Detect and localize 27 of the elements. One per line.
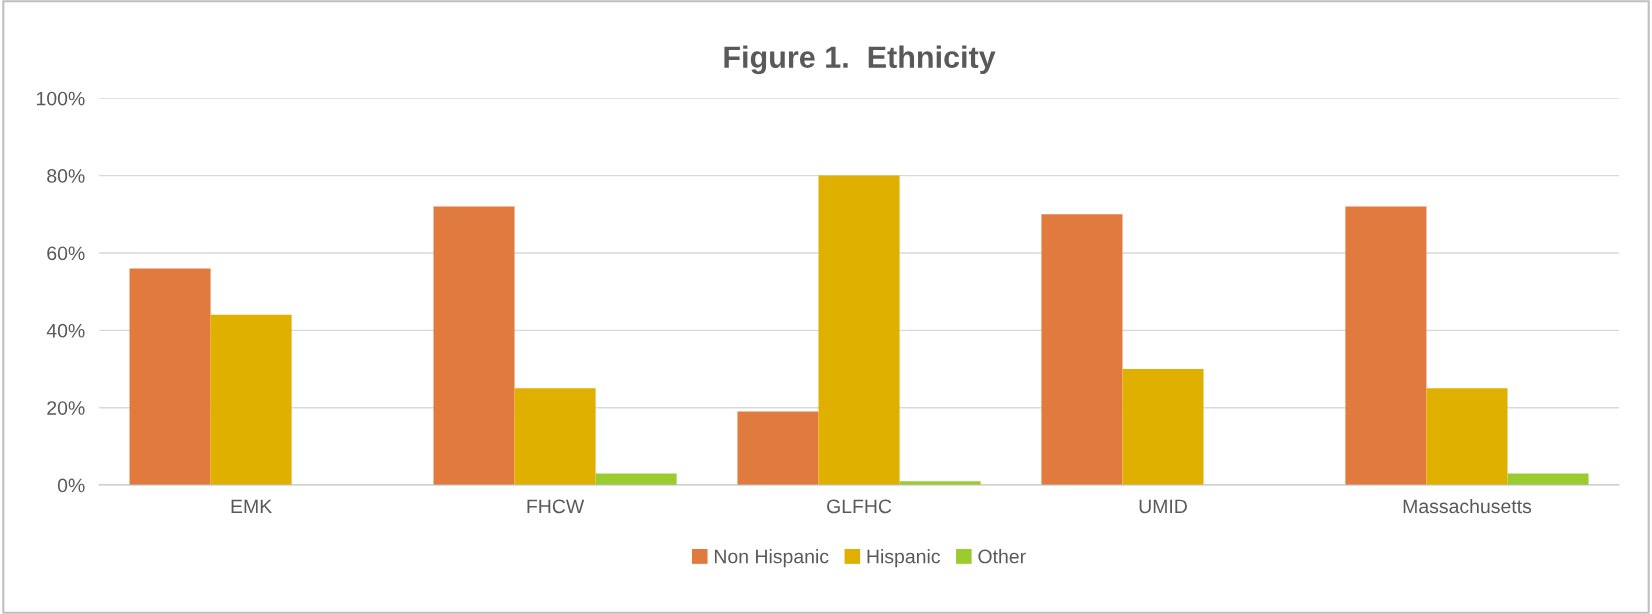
chart-title: Figure 1. Ethnicity — [724, 45, 996, 75]
y-tick-label: 0% — [57, 478, 85, 493]
x-tick-label: EMK — [231, 499, 272, 514]
y-tick-label: 60% — [47, 246, 85, 261]
bar — [210, 314, 292, 486]
x-tick-label: UMID — [1139, 499, 1187, 514]
bar — [1507, 473, 1589, 486]
bar — [1041, 214, 1123, 486]
legend-label: Hispanic — [867, 549, 941, 568]
bar — [1122, 369, 1204, 486]
x-tick-label: FHCW — [527, 499, 585, 514]
y-tick-label: 100% — [36, 91, 85, 106]
bar — [1345, 206, 1427, 486]
bar — [595, 473, 677, 486]
bar — [1426, 388, 1508, 486]
legend-label: Other — [978, 549, 1026, 564]
legend-label: Non Hispanic — [714, 549, 829, 568]
bar — [818, 175, 900, 486]
y-tick-label: 40% — [46, 323, 85, 338]
y-tick-label: 20% — [47, 401, 85, 415]
bar — [433, 206, 515, 486]
x-tick-label: GLFHC — [827, 499, 892, 514]
x-tick-label: Massachusetts — [1403, 498, 1532, 514]
bar — [737, 411, 819, 486]
y-tick-label: 80% — [47, 169, 85, 183]
bar — [514, 388, 596, 486]
bar — [129, 268, 211, 486]
